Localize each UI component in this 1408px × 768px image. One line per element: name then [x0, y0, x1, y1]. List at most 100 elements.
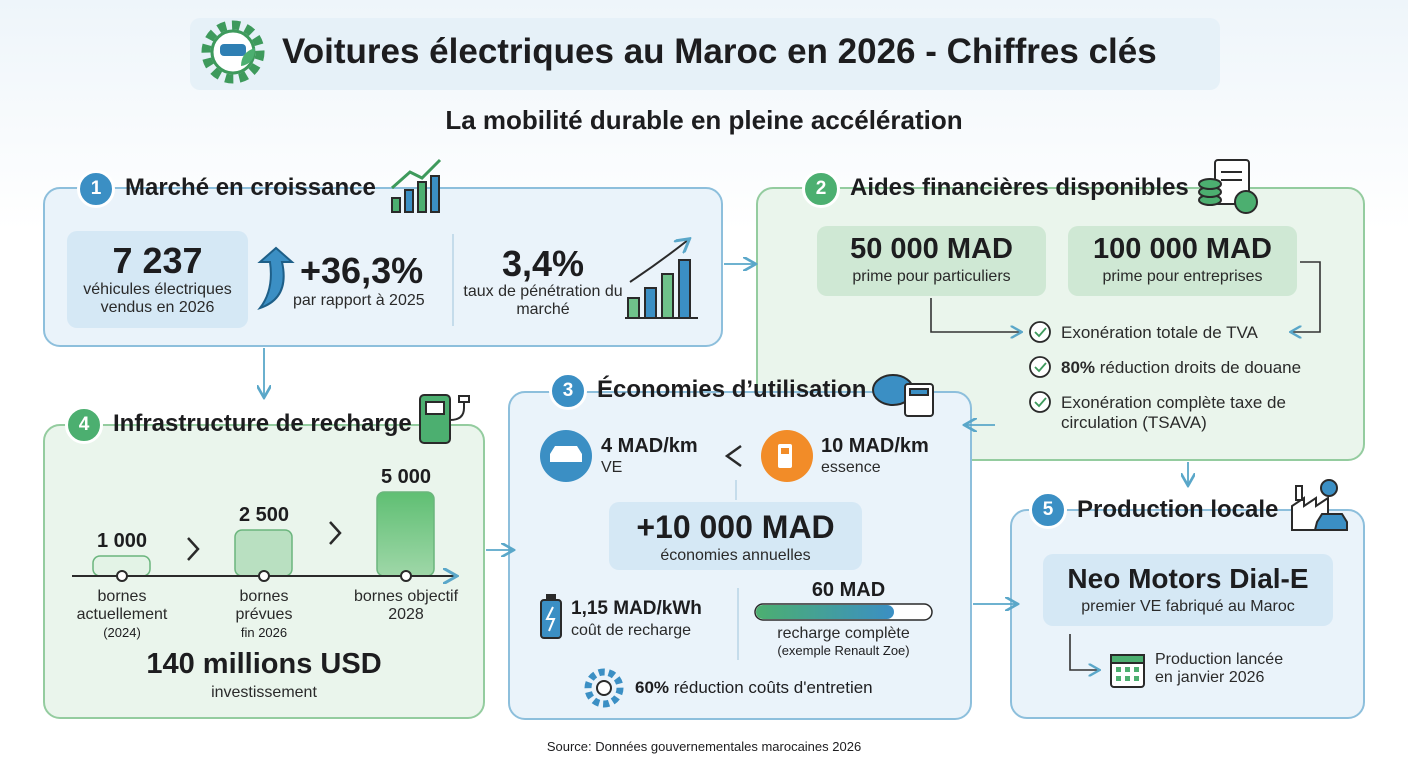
decoration [1313, 513, 1348, 531]
investment-value: 140 millions USD [146, 648, 382, 680]
decoration [329, 521, 342, 545]
stage-value: 1 000 [96, 530, 148, 552]
decoration [241, 48, 255, 66]
prime-label: prime pour particuliers [852, 268, 1011, 285]
full-charge-label: recharge complète [777, 625, 910, 642]
decoration [1110, 654, 1145, 664]
decoration [1116, 667, 1139, 681]
cost-value: 4 MAD/km [601, 435, 698, 457]
decoration [1134, 667, 1139, 672]
decoration [1029, 356, 1051, 378]
piggy-icon [872, 374, 934, 417]
cost-label: essence [821, 459, 881, 476]
prime-value: 50 000 MAD [850, 233, 1013, 265]
section-number: 5 [1029, 491, 1067, 529]
decoration [1125, 676, 1130, 681]
benefit-text: réduction droits de douane [1099, 358, 1302, 377]
charge-cost-label: coût de recharge [571, 622, 692, 639]
decoration [627, 297, 640, 319]
benefit: Exonération complète taxe de circulation… [1061, 393, 1286, 432]
decoration [596, 680, 612, 696]
aid-arrows [930, 261, 1321, 670]
timeline-dots [116, 570, 412, 582]
investment-label: investissement [211, 684, 317, 701]
decoration [756, 605, 894, 619]
annual-label: économies annuelles [660, 547, 811, 564]
section-title: Économies d’utilisation [597, 376, 867, 403]
decoration [116, 570, 128, 582]
decoration [234, 529, 293, 577]
decoration [404, 189, 414, 213]
decoration [778, 444, 792, 468]
factory-icon [1291, 479, 1348, 531]
section-title: Production locale [1077, 496, 1279, 523]
decoration [1034, 397, 1047, 408]
connectors [264, 264, 1188, 604]
decoration [449, 400, 465, 421]
decoration [1116, 676, 1121, 681]
decoration [1029, 391, 1051, 413]
decoration [400, 570, 412, 582]
decoration [376, 491, 435, 577]
full-charge-value: 60 MAD [811, 579, 886, 601]
annual-value: +10 000 MAD [636, 509, 835, 545]
decoration [1116, 667, 1121, 672]
charge-cost-value: 1,15 MAD/kWh [571, 598, 702, 619]
decoration [1234, 190, 1258, 214]
decoration [909, 388, 929, 396]
stage-label: bornes prévues [235, 588, 293, 624]
decoration [930, 298, 1020, 332]
prime-box [817, 226, 1046, 296]
decoration [644, 287, 657, 319]
stat-value: 7 237 [112, 240, 203, 281]
decoration [1069, 634, 1098, 670]
decoration [458, 395, 470, 403]
model-box [1043, 554, 1333, 626]
benefit: Exonération totale de TVA [1061, 323, 1258, 342]
stage-bars [92, 491, 435, 577]
stage-label: bornes objectif 2028 [353, 588, 459, 624]
full-charge-note: (exemple Renault Zoe) [777, 643, 910, 658]
decoration [1034, 362, 1047, 373]
decoration [661, 273, 674, 319]
decoration [629, 240, 688, 283]
decoration [1029, 321, 1051, 343]
decoration [1295, 485, 1303, 501]
decoration [220, 44, 246, 56]
model-name: Neo Motors Dial-E [1067, 563, 1309, 594]
cost-value: 10 MAD/km [821, 435, 929, 457]
money-icon [1198, 159, 1258, 214]
decoration [1134, 676, 1139, 681]
decoration [391, 158, 442, 190]
chevrons [187, 444, 742, 561]
stage-value: 2 500 [238, 504, 290, 526]
title-band [190, 18, 1220, 90]
benefit-highlight: 80% [1061, 358, 1096, 377]
decoration [258, 570, 270, 582]
decoration [1198, 178, 1222, 190]
decoration [187, 537, 200, 561]
decoration [391, 197, 401, 213]
wrench-icon [584, 668, 624, 708]
decoration [425, 401, 445, 415]
stat-value: 3,4% [501, 243, 585, 284]
decoration [724, 444, 742, 468]
section-number: 2 [802, 170, 840, 208]
check-icons [1029, 321, 1051, 413]
growth-icon [391, 158, 442, 213]
page-title: Voitures électriques au Maroc en 2026 - … [282, 32, 1157, 71]
decoration [678, 259, 691, 319]
decoration [781, 448, 789, 454]
decoration [550, 446, 582, 462]
stat-value: +36,3% [300, 250, 424, 291]
decoration [1292, 261, 1321, 332]
battery-icon [540, 594, 562, 639]
stat-label: par rapport à 2025 [293, 292, 425, 309]
section-title: Aides financières disponibles [850, 174, 1189, 201]
launch: Production lancée en janvier 2026 [1155, 651, 1284, 687]
annual-box [609, 502, 862, 570]
section-title: Marché en croissance [125, 174, 376, 201]
maintenance: 60% réduction coûts d'entretien [635, 678, 873, 698]
source: Source: Données gouvernementales marocai… [546, 739, 862, 754]
